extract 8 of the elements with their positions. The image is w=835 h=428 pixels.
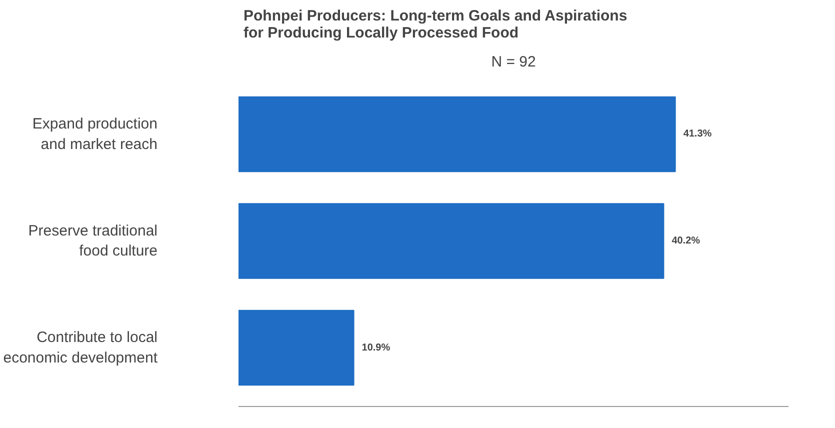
data-label: 40.2%: [672, 236, 700, 246]
chart-title: Pohnpei Producers: Long-term Goals and Aspirations for Producing Locally Processed Food: [244, 8, 628, 42]
data-label: 41.3%: [683, 128, 712, 140]
y-tick-label: Preserve traditional food culture: [28, 222, 158, 260]
y-tick-label: Contribute to local economic development: [3, 329, 158, 366]
chart-subtitle: N = 92: [491, 54, 536, 70]
data-label: 10.9%: [362, 342, 390, 354]
y-tick-label: Expand production and market reach: [32, 116, 158, 153]
